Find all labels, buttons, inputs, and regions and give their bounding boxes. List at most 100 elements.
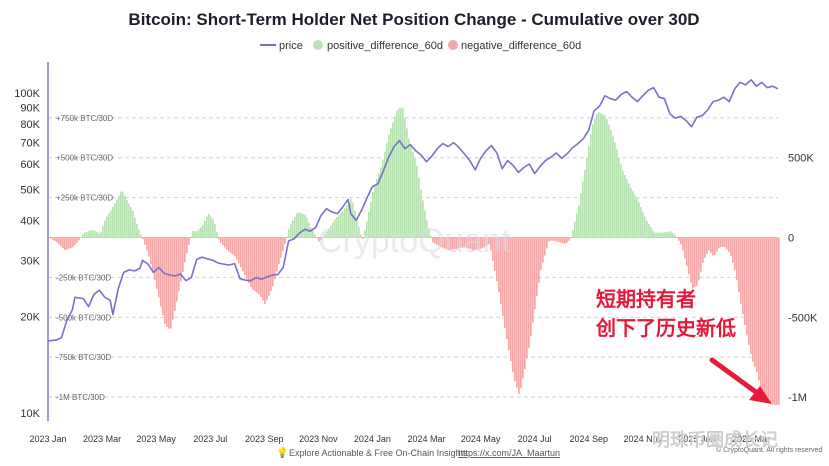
positive-bar [198, 229, 200, 238]
inner-label: -750k BTC/30D [56, 353, 111, 362]
positive-bar [660, 232, 662, 238]
negative-bar [176, 237, 178, 302]
positive-bar [614, 142, 616, 238]
negative-bar [270, 237, 272, 292]
negative-bar [246, 237, 248, 280]
positive-bar [194, 231, 196, 238]
footer-text: Explore Actionable & Free On-Chain Insig… [289, 448, 470, 458]
positive-bar [116, 199, 118, 238]
positive-bar [96, 231, 98, 238]
negative-bar [182, 237, 184, 272]
negative-bar [714, 237, 716, 256]
positive-bar [646, 220, 648, 238]
negative-bar [526, 237, 528, 359]
negative-bar [542, 237, 544, 263]
positive-bar [140, 234, 142, 238]
positive-bar [196, 231, 198, 238]
x-tick-label: 2025 Jan [678, 434, 715, 444]
negative-bar [50, 237, 52, 239]
negative-bar [148, 237, 150, 257]
negative-bar [456, 237, 458, 249]
annotation-arrow-shaft [709, 357, 763, 398]
positive-bar [130, 207, 132, 238]
positive-bar [300, 213, 302, 238]
negative-bar [548, 237, 550, 242]
positive-bar [676, 237, 678, 238]
negative-bar [774, 237, 776, 406]
negative-bar [550, 237, 552, 241]
negative-bar [696, 237, 698, 286]
positive-bar [124, 195, 126, 238]
positive-bar [312, 231, 314, 238]
negative-bar [514, 237, 516, 382]
positive-bar [580, 193, 582, 238]
negative-bar [720, 237, 722, 248]
negative-bar [64, 237, 66, 251]
negative-bar [754, 237, 756, 367]
positive-bar [588, 146, 590, 238]
positive-bar [192, 231, 194, 238]
positive-bar [572, 230, 574, 238]
negative-bar [742, 237, 744, 315]
negative-bar [318, 237, 320, 242]
positive-bar [594, 119, 596, 238]
negative-bar [750, 237, 752, 355]
negative-bar [320, 237, 322, 241]
positive-bar [372, 191, 374, 238]
x-tick-label: 2023 Jul [193, 434, 227, 444]
footer-link[interactable]: https://x.com/JA_Maartun [458, 448, 560, 458]
negative-bar [554, 237, 556, 241]
negative-bar [702, 237, 704, 263]
left-axis: 100K 90K 80K 70K 60K 50K 40K 30K 20K 10K [14, 62, 49, 421]
negative-bar [562, 237, 564, 244]
negative-bar [282, 237, 284, 252]
negative-bar [72, 237, 74, 248]
positive-bar [292, 220, 294, 238]
negative-bar [500, 237, 502, 305]
negative-bar [522, 237, 524, 379]
negative-bar [760, 237, 762, 390]
x-tick-label: 2025 Mar [732, 434, 770, 444]
negative-bar [718, 237, 720, 248]
positive-bar [666, 231, 668, 238]
positive-bar [644, 216, 646, 238]
negative-bar [242, 237, 244, 272]
negative-bar [266, 237, 268, 301]
negative-bar [740, 237, 742, 304]
x-tick-label: 2024 Nov [624, 434, 663, 444]
negative-bar [256, 237, 258, 293]
positive-bar [638, 202, 640, 238]
x-tick-label: 2024 Jan [354, 434, 391, 444]
negative-bar [252, 237, 254, 290]
positive-bar [354, 210, 356, 238]
positive-bar [88, 230, 90, 238]
positive-bar [94, 230, 96, 238]
positive-bar [396, 110, 398, 238]
negative-bar [218, 237, 220, 240]
annotation-line-2: 创下了历史新低 [595, 316, 736, 340]
positive-bar [616, 149, 618, 238]
positive-bar [662, 232, 664, 238]
negative-bar [316, 237, 318, 239]
negative-bar [220, 237, 222, 243]
negative-bar [472, 237, 474, 251]
annotation-line-1: 短期持有者 [596, 287, 696, 311]
negative-bar [544, 237, 546, 256]
negative-bar [476, 237, 478, 250]
negative-bar [54, 237, 56, 242]
negative-bar [710, 237, 712, 253]
inner-label: -1M BTC/30D [56, 393, 105, 402]
left-tick-label: 90K [20, 103, 40, 115]
negative-bar [278, 237, 280, 265]
negative-bar [438, 237, 440, 246]
negative-bar [74, 237, 76, 246]
positive-bar [128, 203, 130, 238]
legend-price-label: price [279, 40, 303, 52]
negative-bar [154, 237, 156, 280]
positive-bar [578, 205, 580, 238]
legend: price positive_difference_60d negative_d… [260, 40, 581, 52]
positive-bar [672, 233, 674, 238]
negative-bar [250, 237, 252, 288]
negative-bar [460, 237, 462, 248]
negative-bar [178, 237, 180, 292]
